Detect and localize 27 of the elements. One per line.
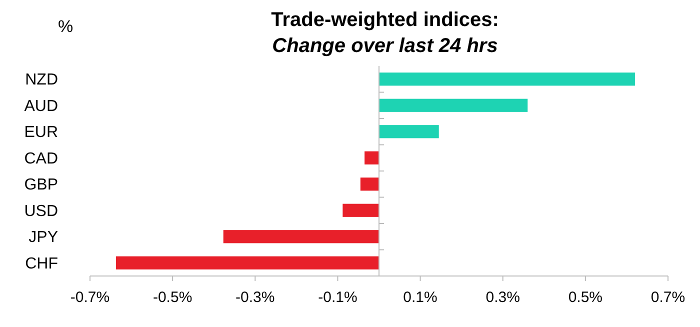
- y-tick-label: AUD: [24, 98, 58, 115]
- bar: [379, 125, 439, 138]
- x-tick-label: -0.1%: [318, 289, 358, 306]
- x-tick-label: -0.5%: [152, 289, 192, 306]
- bar: [379, 72, 635, 86]
- bar: [116, 256, 379, 270]
- x-tick-label: 0.1%: [403, 289, 438, 306]
- y-tick-label: NZD: [25, 72, 58, 89]
- y-tick-label: GBP: [24, 176, 58, 194]
- y-tick-label: JPY: [28, 229, 58, 246]
- x-tick-label: 0.7%: [650, 289, 686, 306]
- bar: [364, 151, 379, 164]
- y-axis-title: %: [58, 17, 74, 36]
- bar: [223, 230, 379, 244]
- y-tick-label: CHF: [25, 255, 58, 272]
- y-tick-label: USD: [24, 202, 58, 220]
- x-tick-label: -0.7%: [70, 289, 110, 306]
- y-tick-label: EUR: [24, 124, 58, 142]
- x-tick-label: 0.3%: [486, 289, 520, 306]
- bar: [379, 98, 528, 112]
- chart-subtitle: Change over last 24 hrs: [272, 35, 498, 57]
- x-tick-label: 0.5%: [568, 289, 603, 306]
- x-tick-label: -0.3%: [236, 289, 275, 306]
- bar: [360, 178, 379, 191]
- chart-title: Trade-weighted indices:: [271, 9, 499, 31]
- y-tick-label: CAD: [24, 150, 58, 168]
- bar: [342, 204, 379, 217]
